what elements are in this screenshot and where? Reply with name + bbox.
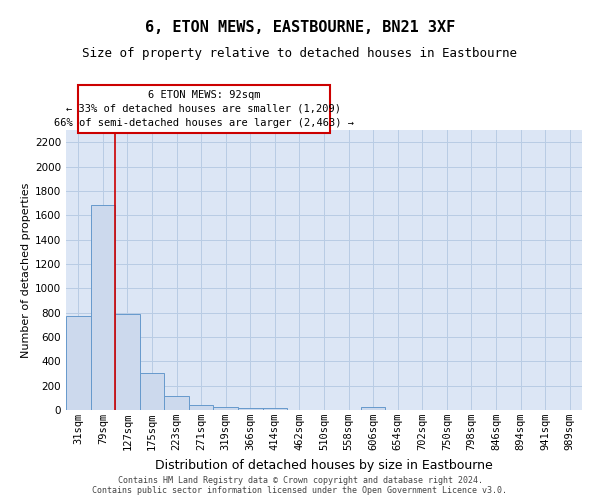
Bar [140, 374, 164, 410]
Bar [115, 314, 140, 410]
Bar [164, 396, 189, 410]
Bar [214, 406, 238, 410]
Text: Contains HM Land Registry data © Crown copyright and database right 2024.
Contai: Contains HM Land Registry data © Crown c… [92, 476, 508, 495]
Bar [361, 407, 385, 410]
Text: 6, ETON MEWS, EASTBOURNE, BN21 3XF: 6, ETON MEWS, EASTBOURNE, BN21 3XF [145, 20, 455, 35]
Bar [263, 408, 287, 410]
Bar [189, 405, 214, 410]
Text: 6 ETON MEWS: 92sqm
← 33% of detached houses are smaller (1,209)
66% of semi-deta: 6 ETON MEWS: 92sqm ← 33% of detached hou… [54, 90, 354, 128]
Bar [91, 206, 115, 410]
Bar [238, 408, 263, 410]
Bar [66, 316, 91, 410]
Text: Size of property relative to detached houses in Eastbourne: Size of property relative to detached ho… [83, 48, 517, 60]
Y-axis label: Number of detached properties: Number of detached properties [21, 182, 31, 358]
X-axis label: Distribution of detached houses by size in Eastbourne: Distribution of detached houses by size … [155, 458, 493, 471]
